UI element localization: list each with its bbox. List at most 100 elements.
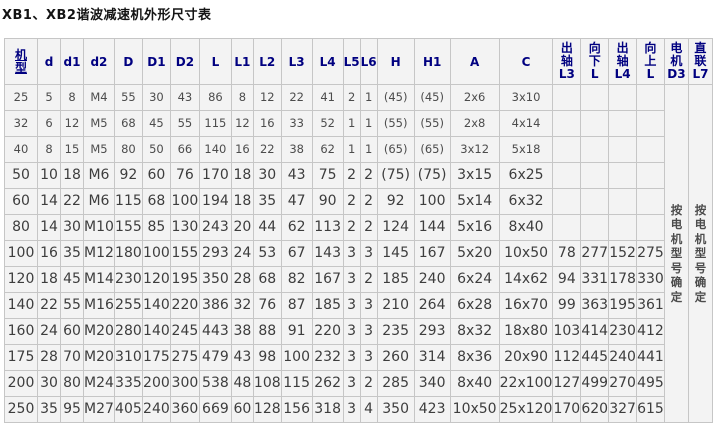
table-row-model-140: 140 22 55 M16 255 140 220 386 32 76 87 185 3 3 210 264 6… — [4, 292, 713, 319]
column-header-line: 出 — [560, 41, 573, 55]
cell-d2: M14 — [83, 266, 115, 293]
cell-D2: 195 — [169, 266, 200, 293]
cell-d1: 18 — [60, 162, 84, 189]
direct-l7-note: 按电机型号确定 — [687, 84, 713, 423]
cell-model: 25 — [4, 84, 38, 111]
cell-D: 335 — [113, 370, 143, 397]
cell-L: 170 — [198, 162, 232, 189]
cell-D2: 360 — [169, 396, 200, 423]
cell-D1: 50 — [141, 136, 171, 163]
cell-L1: 32 — [230, 292, 254, 319]
cell-out-shaft-l4: 270 — [608, 370, 637, 397]
cell-D: 55 — [113, 84, 143, 111]
cell-H1: 240 — [413, 266, 451, 293]
column-header-L4: L4 — [311, 38, 344, 85]
cell-d1: 95 — [60, 396, 84, 423]
cell-d2: M6 — [83, 188, 115, 215]
table-row-model-175: 175 28 70 M20 310 175 275 479 43 98 100 232 3 3 260 314… — [4, 344, 713, 371]
cell-L2: 68 — [252, 266, 282, 293]
cell-H: (55) — [376, 110, 415, 137]
cell-d2: M16 — [83, 292, 115, 319]
cell-L2: 76 — [252, 292, 282, 319]
cell-L6: 3 — [359, 292, 378, 319]
cell-up-l — [635, 188, 665, 215]
cell-A: 10x50 — [449, 396, 500, 423]
cell-H: 285 — [376, 370, 415, 397]
cell-D: 68 — [113, 110, 143, 137]
cell-H1: 314 — [413, 344, 451, 371]
cell-D2: 43 — [169, 84, 200, 111]
column-header-D: D — [113, 38, 143, 85]
cell-d2: M24 — [83, 370, 115, 397]
cell-up-l: 361 — [635, 292, 665, 319]
cell-L: 443 — [198, 318, 232, 345]
cell-H: 350 — [376, 396, 415, 423]
cell-L3: 100 — [280, 344, 313, 371]
cell-d1: 55 — [60, 292, 84, 319]
column-header-L1: L1 — [230, 38, 254, 85]
cell-L4: 62 — [311, 136, 344, 163]
cell-L3: 156 — [280, 396, 313, 423]
cell-out-shaft-l4: 152 — [608, 240, 637, 267]
cell-down-l — [580, 84, 610, 111]
cell-L5: 3 — [342, 266, 361, 293]
cell-D2: 275 — [169, 344, 200, 371]
header-row: 机型 d d1 d2 D D1 D2 L L1 L2 L3 L4 L5 L6 H H1 A C 出轴 L3 向下 L 出轴 L… — [4, 38, 713, 85]
cell-L6: 4 — [359, 396, 378, 423]
column-header-line: 机 — [14, 47, 27, 62]
cell-d2: M12 — [83, 240, 115, 267]
cell-L6: 3 — [359, 240, 378, 267]
column-header-d2: d2 — [83, 38, 115, 85]
motor-d3-note: 按电机型号确定 — [663, 84, 689, 423]
cell-H: 145 — [376, 240, 415, 267]
cell-d: 22 — [37, 292, 61, 319]
cell-D: 180 — [113, 240, 143, 267]
cell-D1: 200 — [141, 370, 171, 397]
cell-L: 386 — [198, 292, 232, 319]
cell-down-l: 499 — [580, 370, 610, 397]
vertical-note-char: 电 — [694, 217, 707, 232]
cell-C: 18x80 — [498, 318, 554, 345]
cell-L1: 20 — [230, 214, 254, 241]
cell-d2: M6 — [83, 162, 115, 189]
cell-d: 6 — [37, 110, 61, 137]
cell-out-shaft-l3: 170 — [552, 396, 582, 423]
cell-out-shaft-l4 — [608, 84, 637, 111]
cell-D1: 45 — [141, 110, 171, 137]
cell-C: 4x14 — [498, 110, 554, 137]
column-header-L6: L6 — [359, 38, 378, 85]
column-header-L3: L3 — [280, 38, 313, 85]
dimensions-table: 机型 d d1 d2 D D1 D2 L L1 L2 L3 L4 L5 L6 H H1 A C 出轴 L3 向下 L 出轴 L… — [4, 38, 713, 423]
cell-L: 350 — [198, 266, 232, 293]
cell-out-shaft-l4: 195 — [608, 292, 637, 319]
cell-C: 25x120 — [498, 396, 554, 423]
cell-L: 115 — [198, 110, 232, 137]
vertical-note-char: 确 — [670, 275, 683, 290]
cell-model: 32 — [4, 110, 38, 137]
column-header-line: 轴 — [560, 54, 573, 68]
column-header-out-shaft-l4: 出轴 L4 — [608, 38, 637, 85]
cell-L5: 1 — [342, 136, 361, 163]
cell-d: 18 — [37, 266, 61, 293]
cell-out-shaft-l4: 327 — [608, 396, 637, 423]
cell-up-l: 275 — [635, 240, 665, 267]
cell-A: 8x36 — [449, 344, 500, 371]
cell-D: 80 — [113, 136, 143, 163]
cell-L: 243 — [198, 214, 232, 241]
cell-L2: 22 — [252, 136, 282, 163]
cell-down-l — [580, 162, 610, 189]
column-header-line: 型 — [14, 60, 27, 75]
cell-H: (65) — [376, 136, 415, 163]
cell-model: 80 — [4, 214, 38, 241]
column-header-line: 机 — [670, 54, 683, 68]
cell-model: 50 — [4, 162, 38, 189]
column-header-line: 电 — [670, 41, 683, 55]
table-row-model-25: 25 5 8 M4 55 30 43 86 8 12 22 41 2 1 (45) (45) 2x6 3x10 按电… — [4, 84, 713, 423]
cell-D: 92 — [113, 162, 143, 189]
cell-out-shaft-l4: 230 — [608, 318, 637, 345]
vertical-note-char: 按 — [694, 202, 707, 217]
cell-L3: 87 — [280, 292, 313, 319]
cell-H1: (45) — [413, 84, 451, 111]
page: XB1、XB2谐波减速机外形尺寸表 机型 d d1 d2 D D1 D2 L L1 L2 L3 L4 L… — [0, 4, 722, 423]
cell-A: 6x28 — [449, 292, 500, 319]
